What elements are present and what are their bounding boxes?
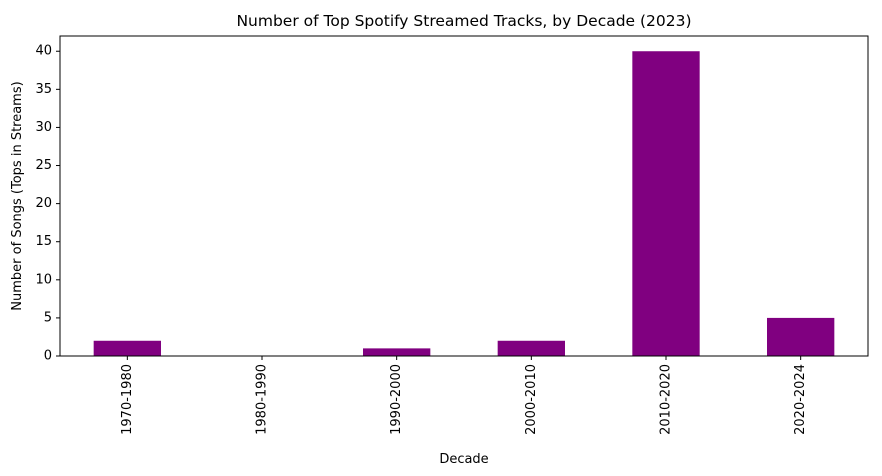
bar-2000-2010 <box>497 340 565 356</box>
y-tick-label: 30 <box>35 120 52 135</box>
x-axis: 1970-1980 1980-1990 1990-2000 2000-2010 2010… <box>120 356 808 435</box>
y-tick-label: 5 <box>44 310 52 325</box>
bar-1990-2000 <box>363 348 431 356</box>
x-axis-label: Decade <box>439 452 488 467</box>
bar-2010-2020 <box>632 51 700 356</box>
y-tick-label: 10 <box>35 272 52 287</box>
y-tick-label: 20 <box>35 196 52 211</box>
x-tick-label: 2020-2024 <box>793 364 808 435</box>
x-tick-label: 1970-1980 <box>120 364 135 435</box>
x-tick-label: 1980-1990 <box>255 364 270 435</box>
bars-group <box>93 51 835 356</box>
y-tick-label: 25 <box>35 158 52 173</box>
x-tick-label: 1990-2000 <box>389 364 404 435</box>
y-tick-label: 15 <box>35 234 52 249</box>
chart-title: Number of Top Spotify Streamed Tracks, b… <box>236 12 691 30</box>
y-tick-label: 0 <box>44 349 52 364</box>
bar-1970-1980 <box>93 340 161 356</box>
plot-frame <box>59 35 869 357</box>
y-tick-label: 35 <box>35 82 52 97</box>
x-tick-label: 2010-2020 <box>659 364 674 435</box>
bar-2020-2024 <box>767 317 835 356</box>
y-tick-label: 40 <box>35 44 52 59</box>
y-axis: 0 5 10 15 20 25 30 35 40 <box>35 44 60 364</box>
x-tick-label: 2000-2010 <box>524 364 539 435</box>
y-axis-label: Number of Songs (Tops in Streams) <box>10 81 25 310</box>
